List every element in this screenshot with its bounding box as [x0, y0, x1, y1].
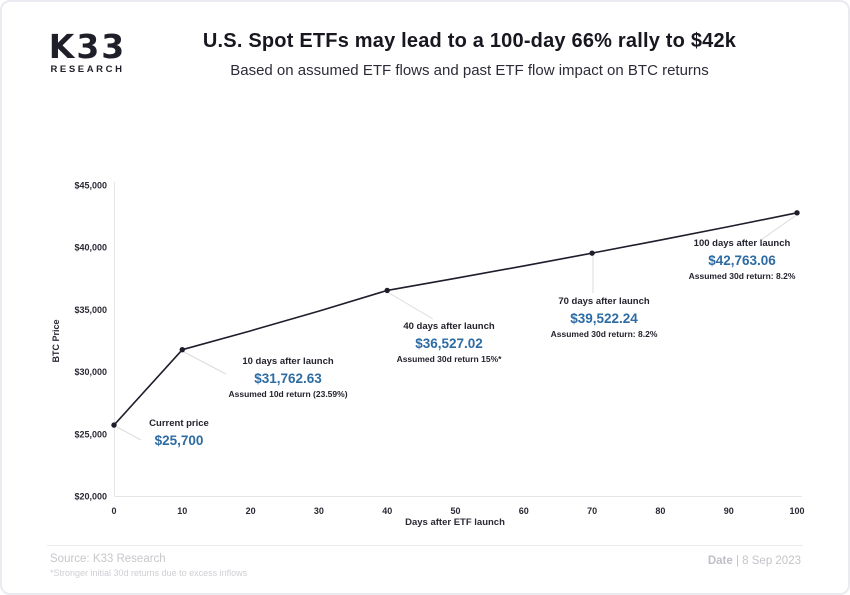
annotation-leader-line: [116, 426, 142, 441]
page-title: U.S. Spot ETFs may lead to a 100-day 66%…: [202, 30, 737, 52]
date-separator: |: [735, 555, 739, 567]
x-tick-label: 40: [382, 506, 392, 516]
annotation-leader-line: [388, 292, 434, 320]
header-titles: U.S. Spot ETFs may lead to a 100-day 66%…: [137, 30, 802, 79]
logo-text: K33: [48, 27, 127, 66]
data-point-marker: [111, 422, 117, 428]
y-tick-label: $40,000: [74, 243, 107, 253]
page-subtitle: Based on assumed ETF flows and past ETF …: [230, 62, 709, 79]
x-tick-label: 30: [314, 506, 324, 516]
logo-subtext: RESEARCH: [50, 64, 125, 75]
date-value: 8 Sep 2023: [742, 555, 801, 567]
x-tick-label: 70: [587, 506, 597, 516]
annotation-leader-line: [760, 215, 796, 241]
y-tick-label: $20,000: [74, 492, 107, 502]
footer-date: Date | 8 Sep 2023: [708, 555, 801, 567]
x-tick-label: 80: [655, 506, 665, 516]
data-point-marker: [384, 287, 390, 294]
x-tick-label: 100: [789, 506, 804, 516]
btc-projection-line: [113, 212, 798, 426]
y-tick-label: $35,000: [74, 305, 107, 315]
footnote-text: *Stronger initial 30d returns due to exc…: [50, 568, 248, 578]
y-axis-title: BTC Price: [51, 319, 61, 362]
date-label: Date: [707, 555, 733, 567]
x-tick-label: 60: [519, 506, 529, 516]
x-tick-label: 90: [724, 506, 734, 516]
x-tick-label: 10: [177, 506, 187, 516]
data-point-marker: [794, 210, 800, 216]
source-text: Source: K33 Research: [50, 553, 166, 565]
y-tick-label: $45,000: [74, 181, 107, 191]
x-axis-title: Days after ETF launch: [405, 517, 505, 528]
annotation-leader-line: [183, 351, 227, 375]
footer-divider: [47, 545, 803, 546]
x-tick-label: 0: [111, 506, 116, 516]
footer-source-block: Source: K33 Research *Stronger initial 3…: [50, 553, 247, 578]
y-tick-label: $25,000: [74, 429, 107, 439]
data-point-marker: [179, 346, 185, 353]
data-point-marker: [589, 250, 595, 256]
x-tick-label: 50: [450, 506, 460, 516]
x-tick-label: 20: [246, 506, 256, 516]
k33-logo: K33 RESEARCH: [40, 30, 135, 75]
y-tick-label: $30,000: [74, 367, 107, 377]
